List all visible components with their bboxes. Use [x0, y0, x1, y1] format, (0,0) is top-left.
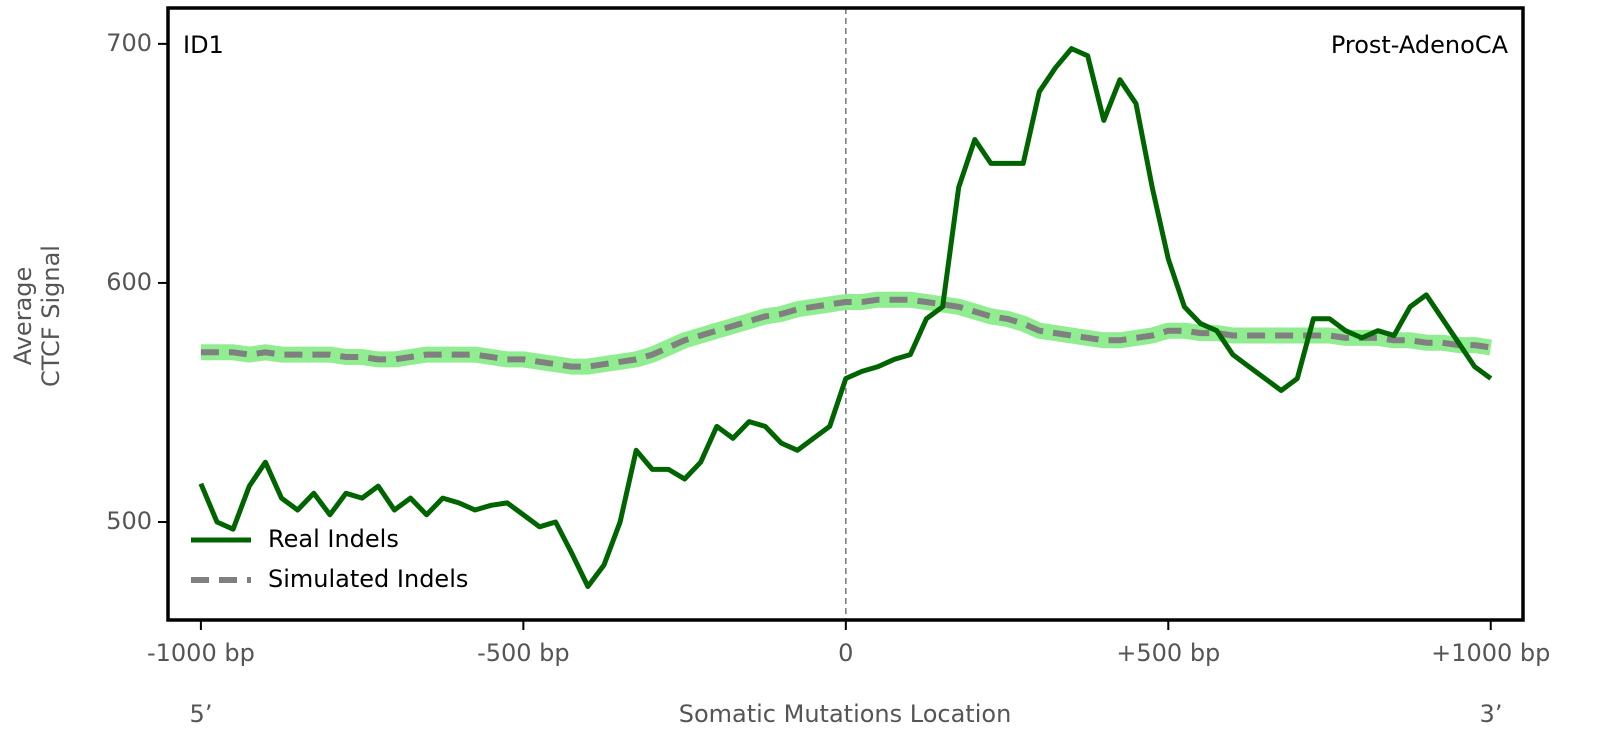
y-tick-label: 700 [106, 29, 152, 57]
x-tick-label: +1000 bp [1431, 639, 1550, 667]
series-line [198, 46, 1493, 589]
legend-label: Simulated Indels [268, 565, 468, 593]
y-tick-label: 600 [106, 268, 152, 296]
corner-label-right: Prost-AdenoCA [1331, 31, 1509, 59]
y-tick-label: 500 [106, 507, 152, 535]
plot-frame [166, 6, 1525, 622]
x-tick-label: -500 bp [477, 639, 570, 667]
x-tick-label: 0 [838, 639, 853, 667]
end-label-right: 3’ [1480, 700, 1503, 728]
x-tick-label: -1000 bp [147, 639, 255, 667]
end-label-left: 5’ [190, 700, 213, 728]
y-axis-label: Average [9, 267, 37, 366]
corner-label-left: ID1 [183, 31, 224, 59]
legend-label: Real Indels [268, 525, 399, 553]
x-axis-label: Somatic Mutations Location [679, 700, 1012, 728]
y-axis-label: CTCF Signal [37, 245, 65, 387]
series-line [200, 296, 1492, 370]
x-tick-label: +500 bp [1116, 639, 1220, 667]
